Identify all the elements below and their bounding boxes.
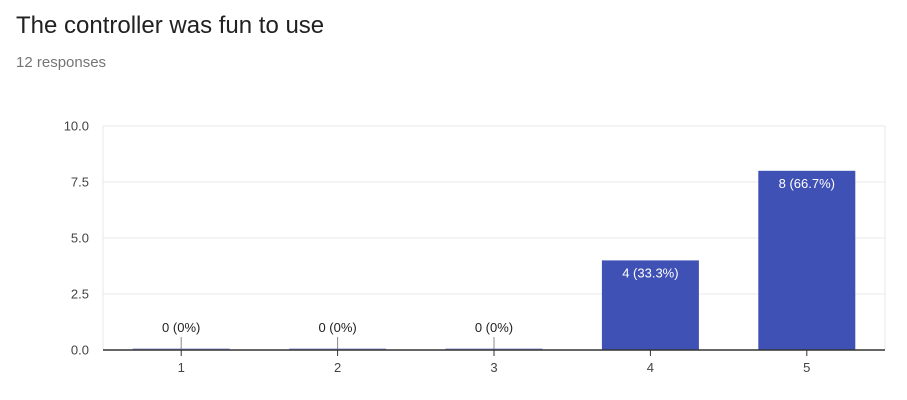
bar-4 <box>601 260 699 350</box>
x-tick-label: 1 <box>178 360 185 375</box>
data-label: 0 (0%) <box>162 320 200 335</box>
x-tick-label: 3 <box>490 360 497 375</box>
y-tick-label: 7.5 <box>71 175 89 190</box>
data-label: 0 (0%) <box>475 320 513 335</box>
y-axis: 0.0 2.5 5.0 7.5 10.0 <box>64 119 89 358</box>
response-count: 12 responses <box>16 54 107 71</box>
x-tick-label: 5 <box>803 360 810 375</box>
y-tick-label: 10.0 <box>64 119 89 134</box>
y-tick-label: 2.5 <box>71 287 89 302</box>
data-label: 0 (0%) <box>318 320 356 335</box>
x-tick-label: 4 <box>647 360 654 375</box>
y-tick-label: 0.0 <box>71 343 89 358</box>
gridlines <box>102 125 886 350</box>
x-tick-label: 2 <box>334 360 341 375</box>
y-tick-label: 5.0 <box>71 231 89 246</box>
data-label: 8 (66.7%) <box>779 176 835 191</box>
bar-5 <box>758 170 856 350</box>
data-labels: 0 (0%) 0 (0%) 0 (0%) 4 (33.3%) 8 (66.7%) <box>162 176 835 335</box>
data-label: 4 (33.3%) <box>622 265 678 280</box>
x-axis: 1 2 3 4 5 <box>103 349 885 375</box>
chart-title: The controller was fun to use <box>16 12 325 39</box>
